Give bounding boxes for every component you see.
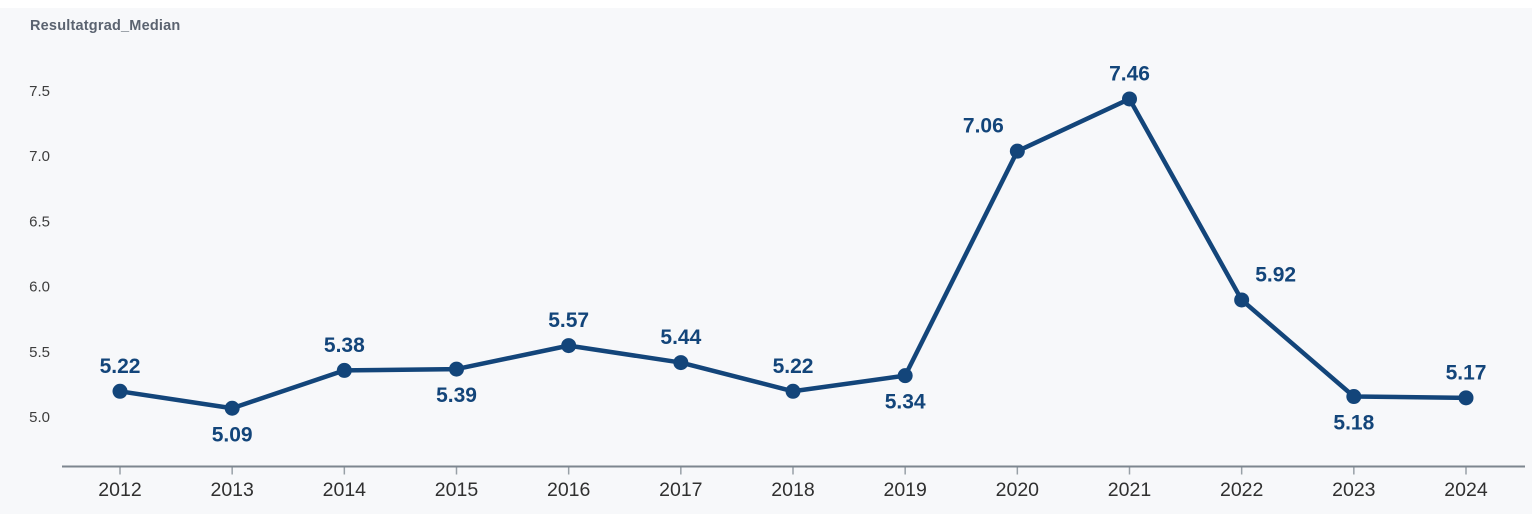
data-point[interactable] xyxy=(897,368,913,384)
data-point[interactable] xyxy=(224,400,240,416)
y-axis-tick-label: 5.5 xyxy=(29,344,50,361)
data-point-label: 5.92 xyxy=(1255,263,1296,286)
x-axis-tick-label: 2018 xyxy=(771,479,814,501)
data-point[interactable] xyxy=(336,362,352,378)
x-axis-tick-label: 2014 xyxy=(323,479,367,501)
data-point-label: 7.46 xyxy=(1109,62,1150,85)
data-point-label: 5.57 xyxy=(548,309,589,332)
data-point[interactable] xyxy=(1346,389,1362,405)
x-axis-tick-label: 2019 xyxy=(883,479,926,501)
chart-title: Resultatgrad_Median xyxy=(30,18,181,34)
x-axis-tick-label: 2023 xyxy=(1332,479,1375,501)
y-axis-tick-label: 5.0 xyxy=(29,409,50,426)
x-axis-tick-label: 2016 xyxy=(547,479,590,501)
x-axis-tick-label: 2021 xyxy=(1108,479,1151,501)
data-point-label: 5.39 xyxy=(436,384,477,407)
data-point[interactable] xyxy=(785,383,801,399)
data-point[interactable] xyxy=(561,338,577,354)
data-point-label: 5.34 xyxy=(885,391,926,414)
data-point[interactable] xyxy=(1458,390,1474,406)
y-axis-tick-label: 7.0 xyxy=(29,148,50,165)
data-point-label: 5.18 xyxy=(1333,412,1374,435)
y-axis-tick-label: 6.5 xyxy=(29,213,50,230)
data-point-label: 5.38 xyxy=(324,334,365,357)
x-axis-tick-label: 2015 xyxy=(435,479,479,501)
data-point-label: 5.44 xyxy=(660,326,701,349)
x-axis-tick-label: 2013 xyxy=(210,479,253,501)
data-point-label: 7.06 xyxy=(963,115,1004,138)
chart-surface xyxy=(0,8,1532,514)
x-axis-tick-label: 2017 xyxy=(659,479,702,501)
data-point[interactable] xyxy=(1122,91,1137,107)
data-point[interactable] xyxy=(112,383,128,399)
data-point-label: 5.09 xyxy=(212,423,253,446)
data-point-label: 5.17 xyxy=(1446,361,1487,384)
data-point-label: 5.22 xyxy=(773,355,814,378)
data-point[interactable] xyxy=(1234,292,1250,308)
x-axis-tick-label: 2020 xyxy=(996,479,1040,501)
x-axis-tick-label: 2012 xyxy=(98,479,141,501)
x-axis-tick-label: 2022 xyxy=(1220,479,1263,501)
y-axis-tick-label: 7.5 xyxy=(29,83,50,100)
x-axis-tick-label: 2024 xyxy=(1444,479,1488,501)
data-point[interactable] xyxy=(1009,143,1025,159)
data-point[interactable] xyxy=(449,361,464,377)
data-point-label: 5.22 xyxy=(100,355,141,378)
y-axis-tick-label: 6.0 xyxy=(29,279,50,296)
data-point[interactable] xyxy=(673,355,689,371)
